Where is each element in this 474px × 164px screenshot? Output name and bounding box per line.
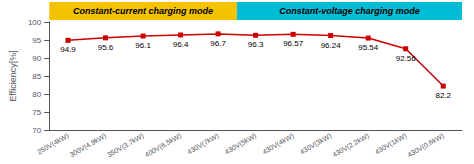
svg-text:430V(7kW): 430V(7kW): [186, 132, 220, 156]
svg-text:430V(0.6kW): 430V(0.6kW): [406, 132, 445, 159]
svg-text:90: 90: [32, 54, 41, 63]
svg-text:96.1: 96.1: [135, 41, 151, 50]
svg-text:96.7: 96.7: [210, 39, 226, 48]
svg-text:430V(5kW): 430V(5kW): [224, 132, 258, 156]
svg-text:95.6: 95.6: [98, 43, 114, 52]
svg-text:92.56: 92.56: [396, 54, 417, 63]
svg-text:250V(4kW): 250V(4kW): [36, 132, 70, 156]
svg-text:400V(6.5kW): 400V(6.5kW): [144, 132, 183, 159]
svg-text:96.57: 96.57: [283, 39, 304, 48]
svg-text:82.2: 82.2: [435, 91, 451, 100]
svg-text:300V(4.9kW): 300V(4.9kW): [68, 132, 107, 159]
svg-text:Constant-voltage charging mode: Constant-voltage charging mode: [279, 6, 420, 16]
svg-text:95: 95: [32, 36, 41, 45]
svg-text:75: 75: [32, 108, 41, 117]
svg-text:85: 85: [32, 72, 41, 81]
svg-text:96.4: 96.4: [173, 40, 189, 49]
svg-text:96.3: 96.3: [248, 40, 264, 49]
svg-text:94.9: 94.9: [60, 45, 76, 54]
svg-text:Efficiency[%]: Efficiency[%]: [8, 50, 18, 101]
svg-text:100: 100: [28, 18, 42, 27]
svg-text:430V(2.2kW): 430V(2.2kW): [331, 132, 370, 159]
svg-text:Constant-current charging mode: Constant-current charging mode: [73, 6, 213, 16]
svg-text:80: 80: [32, 90, 41, 99]
svg-text:70: 70: [32, 126, 41, 135]
svg-text:430V(3kW): 430V(3kW): [299, 132, 333, 156]
svg-text:96.24: 96.24: [321, 41, 342, 50]
svg-text:350V(3.7kW): 350V(3.7kW): [106, 132, 145, 159]
svg-text:430V(4kW): 430V(4kW): [261, 132, 295, 156]
svg-text:430V(1kW): 430V(1kW): [374, 132, 408, 156]
svg-text:95.54: 95.54: [358, 43, 379, 52]
